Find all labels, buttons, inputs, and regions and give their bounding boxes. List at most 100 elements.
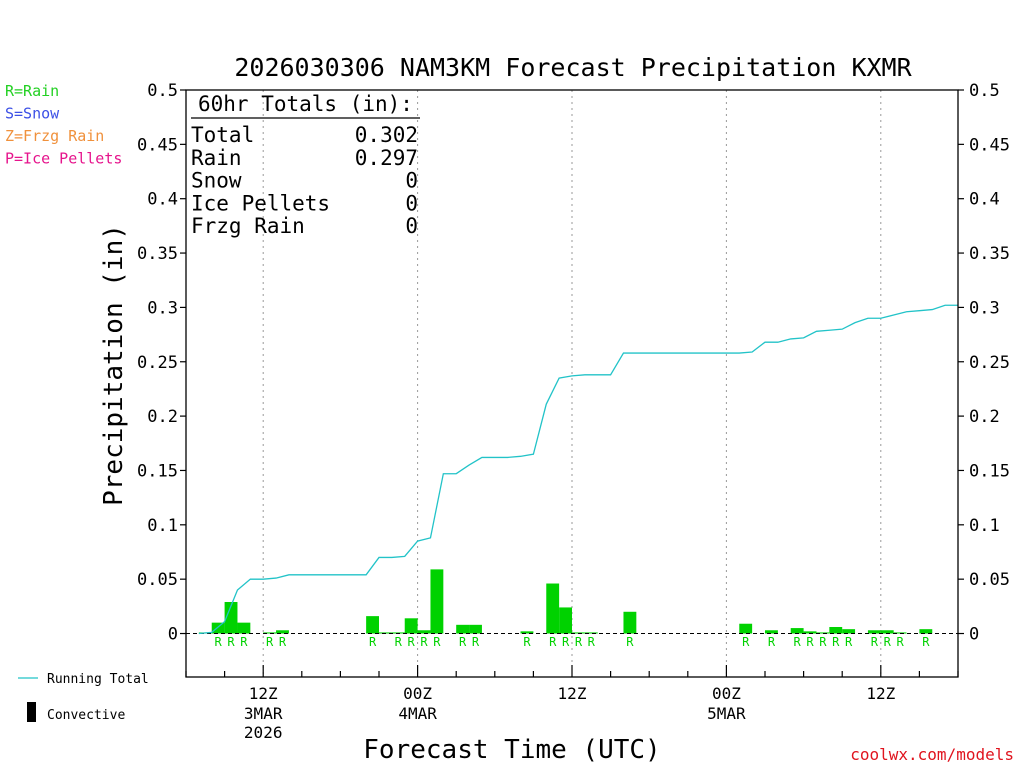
y-axes: 0 00.05 0.050.1 0.10.15 0.150.2 0.20.25 0.250.… (137, 81, 1010, 645)
totals-box: 60hr Totals (in): Total 0.302 Rain 0.297 Sno… (191, 92, 420, 238)
totals-rows: Total 0.302 Rain 0.297 Snow 0 Ice Pellets 0 Frzg… (191, 123, 418, 238)
precip-bar (623, 611, 637, 634)
ptype-label: R (279, 635, 287, 649)
totals-heading: 60hr Totals (in): (198, 92, 413, 116)
series-legend: Running Total Convective (18, 672, 149, 723)
ptype-label: R (871, 635, 879, 649)
ptype-label: R (408, 635, 416, 649)
ptype-legend-entry: R=Rain (5, 82, 59, 100)
precip-bar (893, 632, 907, 634)
ptype-legend-entry: P=Ice Pellets (5, 150, 122, 168)
ptype-legend-entry: Z=Frzg Rain (5, 127, 104, 145)
ptype-label: R (266, 635, 274, 649)
ptype-label: R (215, 635, 223, 649)
ptype-label: R (395, 635, 403, 649)
precip-bar (790, 628, 804, 634)
ptype-label: R (459, 635, 467, 649)
precip-bar (546, 583, 560, 634)
ptype-label: R (832, 635, 840, 649)
precip-bar (816, 632, 830, 634)
y-tick-label-right: 0 (969, 625, 979, 645)
x-tick-label: 00Z (403, 684, 432, 703)
precip-bar (276, 630, 289, 634)
y-tick-label-left: 0.3 (147, 298, 178, 318)
precip-bar (829, 626, 843, 634)
y-tick-label-left: 0.1 (147, 516, 178, 536)
x-tick-label: 12Z (866, 684, 895, 703)
y-tick-label-right: 0.35 (969, 244, 1010, 264)
ptype-label: R (588, 635, 596, 649)
ptype-label: R (227, 635, 235, 649)
ptype-label: R (884, 635, 892, 649)
running-total-line (198, 304, 958, 635)
precip-bar (739, 623, 753, 634)
y-tick-label-right: 0.05 (969, 570, 1010, 590)
precip-bar (430, 569, 444, 634)
precip-bar (469, 624, 482, 634)
totals-row-label: Snow (191, 169, 242, 193)
precip-bar (417, 630, 431, 634)
chart-title: 2026030306 NAM3KM Forecast Precipitation… (234, 53, 912, 82)
precip-bar (919, 629, 933, 634)
totals-row-label: Rain (191, 146, 242, 170)
y-axis-label: Precipitation (in) (99, 224, 129, 506)
ptype-label: R (433, 635, 441, 649)
precip-bar (842, 629, 856, 634)
y-tick-label-right: 0.2 (969, 407, 1000, 427)
x-tick-date: 5MAR (707, 704, 746, 723)
precip-bar (456, 624, 470, 634)
precip-bar (211, 622, 225, 634)
precip-bar (263, 632, 277, 634)
totals-row-value: 0 (405, 169, 418, 193)
y-tick-label-left: 0 (168, 625, 178, 645)
precip-bars (198, 569, 933, 634)
y-tick-label-right: 0.25 (969, 353, 1010, 373)
y-tick-label-right: 0.15 (969, 461, 1010, 481)
precip-bar (765, 630, 778, 634)
ptype-label: R (369, 635, 377, 649)
y-tick-label-right: 0.5 (969, 81, 1000, 101)
ptype-legend: R=Rain S=Snow Z=Frzg Rain P=Ice Pellets (5, 82, 122, 168)
y-tick-label-right: 0.1 (969, 516, 1000, 536)
ptype-label: R (575, 635, 583, 649)
x-axis-label: Forecast Time (UTC) (363, 735, 660, 765)
running-total-label: Running Total (47, 672, 149, 687)
ptype-label: R (626, 635, 634, 649)
gridlines (262, 90, 882, 677)
totals-row-label: Frzg Rain (191, 214, 305, 238)
y-tick-label-left: 0.45 (137, 135, 178, 155)
precip-bar (880, 630, 894, 634)
x-tick-date: 4MAR (398, 704, 437, 723)
ptype-label: R (420, 635, 428, 649)
ptype-label: R (240, 635, 248, 649)
precip-bar (391, 632, 405, 634)
ptype-label: R (523, 635, 531, 649)
ptype-label: R (742, 635, 750, 649)
precip-bar (404, 618, 418, 634)
ptype-label: R (768, 635, 776, 649)
precip-bar (867, 630, 881, 634)
y-tick-label-right: 0.45 (969, 135, 1010, 155)
y-tick-label-left: 0.15 (137, 461, 178, 481)
x-tick-date: 3MAR (244, 704, 283, 723)
y-tick-label-right: 0.3 (969, 298, 1000, 318)
ptype-label: R (922, 635, 930, 649)
precip-bar (520, 631, 534, 634)
totals-row-label: Total (191, 123, 254, 147)
x-tick-label: 12Z (249, 684, 278, 703)
precip-bar (559, 607, 572, 634)
convective-label: Convective (47, 708, 125, 723)
ptype-label: R (806, 635, 814, 649)
totals-row-value: 0.302 (355, 123, 418, 147)
convective-swatch (27, 702, 36, 722)
x-tick-label: 00Z (712, 684, 741, 703)
precip-bar (379, 632, 392, 634)
precip-bar (366, 616, 379, 634)
credit-text: coolwx.com/models (850, 745, 1014, 764)
y-tick-label-left: 0.4 (147, 190, 178, 210)
precip-bar (237, 622, 251, 634)
ptype-label: R (845, 635, 853, 649)
totals-row-value: 0.297 (355, 146, 418, 170)
